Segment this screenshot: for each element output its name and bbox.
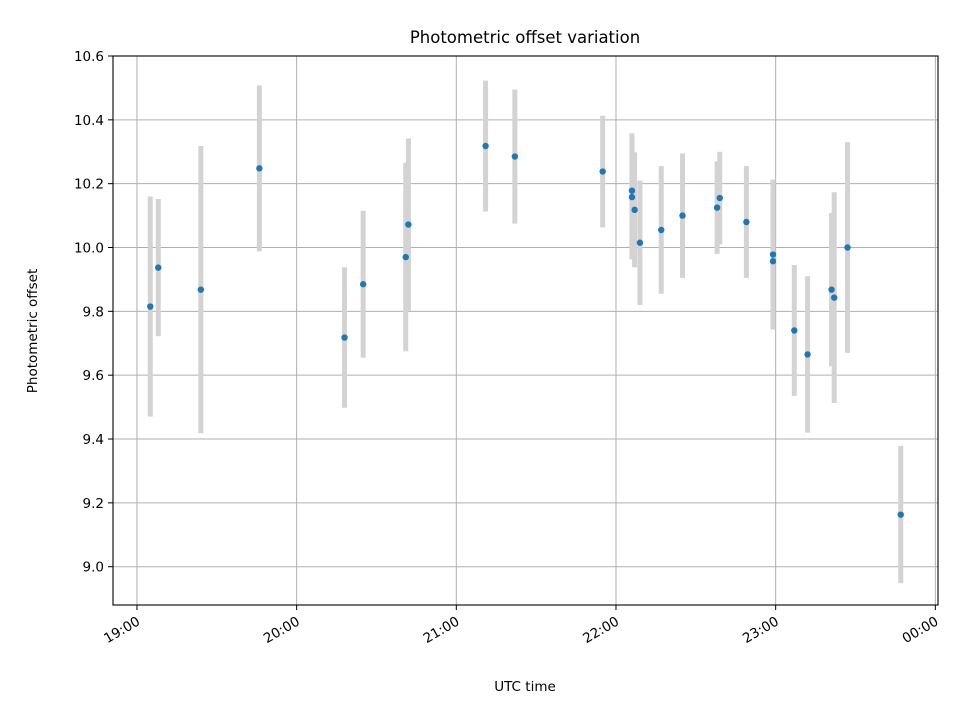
y-tick-label: 9.8 [83,304,104,320]
plot-frame [112,55,939,606]
data-point [628,187,636,194]
y-tick-label: 10.6 [74,49,104,65]
y-tick-label: 9.2 [83,496,104,512]
grid [113,55,938,605]
data-point [713,204,721,211]
y-tick-label: 10.0 [74,241,104,257]
y-axis-label: Photometric offset [25,269,41,393]
data-point [844,244,851,251]
data-point [769,258,777,265]
data-point [511,153,519,160]
data-point [828,286,835,293]
y-tick-label: 9.6 [83,368,104,384]
data-point [256,165,263,172]
data-point [743,218,750,226]
data-point [769,251,777,258]
data-point [405,221,412,228]
data-point [341,334,348,341]
data-point [679,212,686,219]
data-point [147,303,154,310]
data-point [636,239,644,246]
data-point [791,327,798,334]
data-point [197,286,205,293]
data-point [599,168,606,175]
y-tick-label: 9.0 [83,560,104,576]
data-point [716,194,723,202]
chart-title: Photometric offset variation [410,28,640,47]
data-point [628,193,636,201]
data-point [359,281,367,288]
y-axis: 9.0 9.2 9.4 9.6 9.8 10.0 10.2 10.4 10.6 [74,49,113,576]
data-point [831,294,838,301]
data-point [402,253,409,261]
data-point [804,351,811,358]
data-point [658,226,665,234]
y-tick-label: 9.4 [83,432,104,448]
data-point [631,206,638,214]
data-points [147,142,904,518]
y-tick-label: 10.2 [74,177,104,193]
data-point [897,511,904,518]
x-axis-label: UTC time [494,679,556,695]
y-tick-label: 10.4 [74,113,104,129]
data-point [155,264,162,271]
data-point [482,142,489,150]
